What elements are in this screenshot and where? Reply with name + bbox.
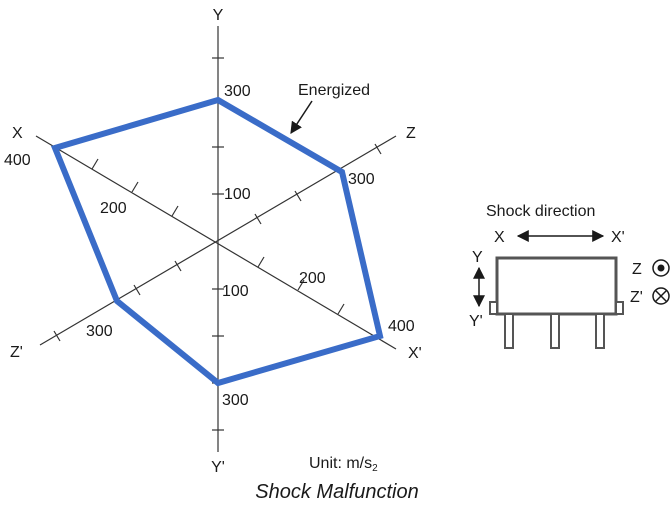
tick-label-x-200: 200 (100, 200, 127, 217)
value-label-x-neg: 400 (388, 318, 415, 335)
device-z-label: Z (632, 261, 642, 278)
device-left-tab (489, 301, 498, 315)
value-label-z-neg: 300 (86, 323, 113, 340)
point-z (340, 170, 344, 174)
point-x (53, 146, 57, 150)
z-tick (374, 143, 382, 155)
energized-callout-arrow (290, 100, 313, 135)
z-tick (174, 260, 182, 272)
x-tick (337, 303, 345, 315)
x-tick (257, 256, 265, 268)
point-y-neg (216, 381, 220, 385)
device-caption: Shock direction (486, 203, 595, 220)
into-page-icon-cross (654, 289, 668, 303)
axis-label-z: Z (406, 125, 416, 142)
value-label-z: 300 (348, 171, 375, 188)
device-right-tab (615, 301, 624, 315)
x-tick (131, 181, 139, 193)
point-x-neg (378, 334, 382, 338)
shock-direction-device: Shock direction X X' Y Y' Z Z' (469, 203, 670, 349)
value-label-x: 400 (4, 152, 31, 169)
point-y (216, 98, 220, 102)
axis-label-x-neg: X' (408, 345, 422, 362)
axis-label-x: X (12, 125, 23, 142)
axis-label-z-neg: Z' (10, 344, 23, 361)
value-label-y-neg: 300 (222, 392, 249, 409)
unit-text: Unit: m/s (309, 455, 372, 472)
device-x-neg-label: X' (611, 229, 625, 246)
tick-label-x-neg-200: 200 (299, 270, 326, 287)
device-y-label: Y (472, 249, 483, 266)
out-of-page-icon (652, 259, 670, 277)
energized-label: Energized (298, 82, 370, 99)
device-pin (550, 313, 560, 349)
x-tick (91, 158, 99, 170)
value-label-y: 300 (224, 83, 251, 100)
device-pin (504, 313, 514, 349)
tick-label-y-neg-100: 100 (222, 283, 249, 300)
series-points (53, 98, 382, 385)
out-of-page-icon-dot (657, 264, 665, 272)
axis-x (35, 135, 397, 350)
device-z-neg-label: Z' (630, 289, 643, 306)
device-y-neg-label: Y' (469, 313, 483, 330)
figure-title: Shock Malfunction (255, 481, 418, 503)
point-z-neg (115, 299, 119, 303)
axis-label-y: Y (213, 7, 224, 24)
device-pin (595, 313, 605, 349)
z-tick (294, 190, 302, 202)
unit-label: Unit: m/s2 (309, 455, 378, 474)
x-tick (171, 205, 179, 217)
z-tick (133, 284, 141, 296)
into-page-icon (652, 287, 670, 305)
z-tick (53, 330, 61, 342)
device-x-label: X (494, 229, 505, 246)
unit-subscript: 2 (372, 463, 378, 474)
x-tick (297, 279, 305, 291)
axis-label-y-neg: Y' (211, 459, 225, 476)
tick-label-y-100: 100 (224, 186, 251, 203)
device-body (495, 256, 618, 316)
z-tick (254, 213, 262, 225)
axis-ticks (53, 57, 382, 431)
